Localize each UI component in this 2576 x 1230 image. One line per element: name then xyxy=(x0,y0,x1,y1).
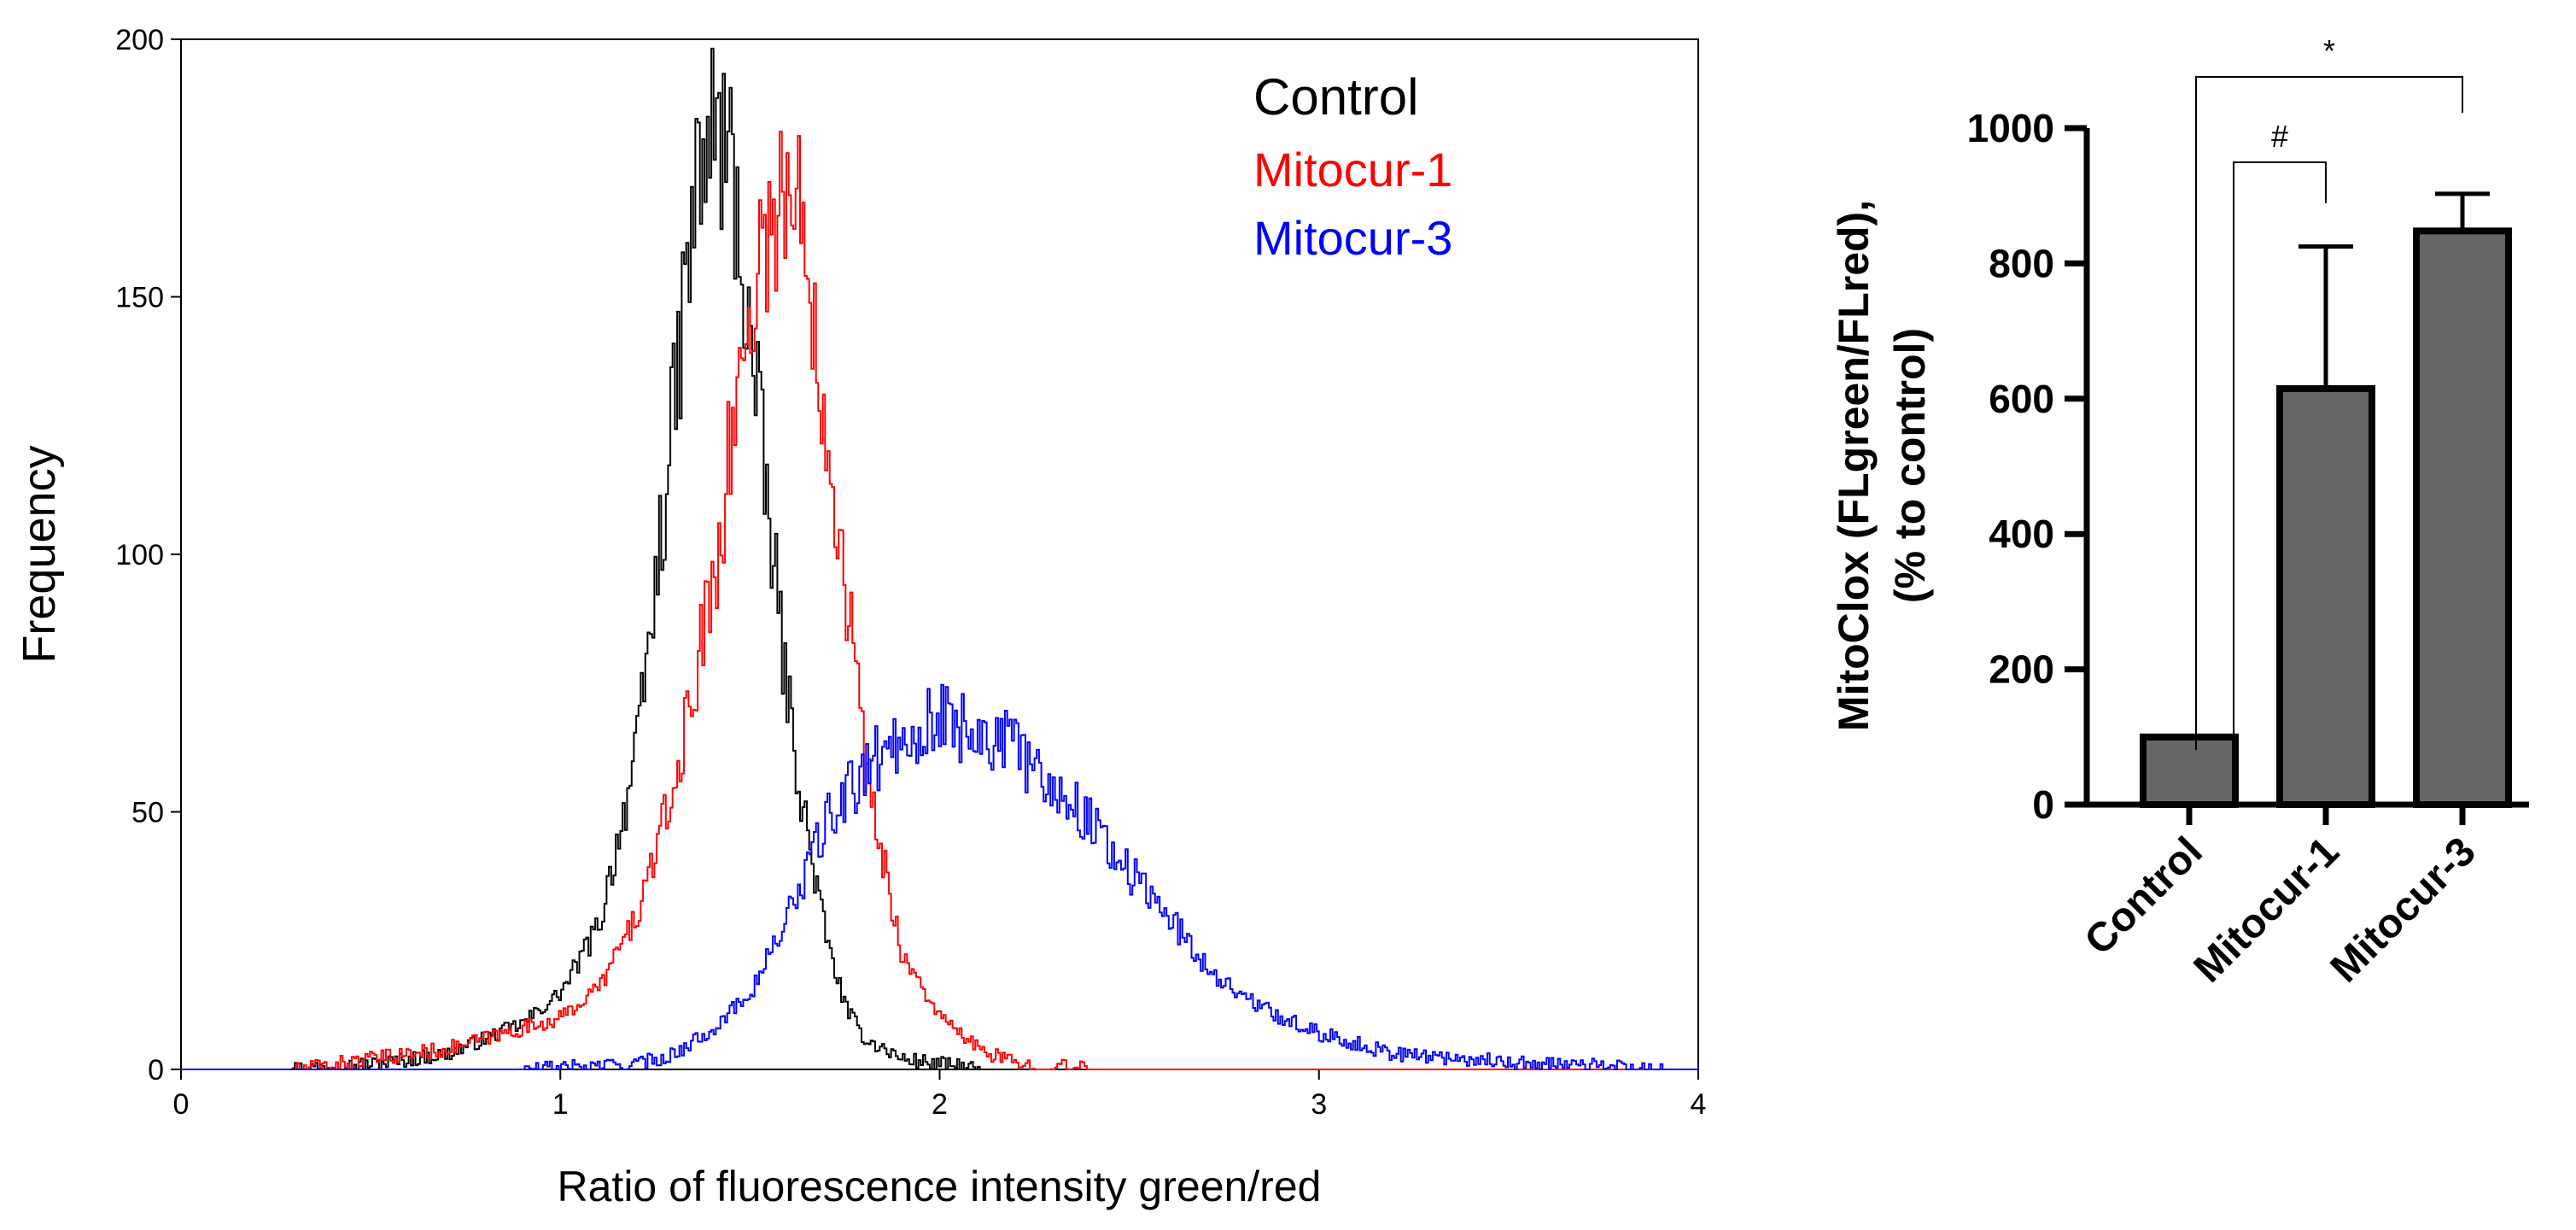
bar-y-ticks: 0 200 400 600 800 1000 xyxy=(1967,106,2087,827)
bar-mitocur-3 xyxy=(2413,227,2512,809)
significance-bracket xyxy=(2233,161,2327,750)
bar-chart-panel: 0 200 400 600 800 1000 ControlMitocur-1Mitocu… xyxy=(1830,33,2529,992)
histogram-x-tick-label: 2 xyxy=(932,1088,948,1121)
histogram-x-tick-label: 3 xyxy=(1311,1088,1327,1121)
histogram-series xyxy=(181,47,1699,1070)
histogram-x-axis-label: Ratio of fluorescence intensity green/re… xyxy=(558,1163,1322,1210)
histogram-x-ticks: 0 1 2 3 4 xyxy=(173,1069,1707,1121)
histogram-y-ticks: 0 50 100 150 200 xyxy=(115,24,181,1086)
bar-y-axis-label-line2: (% to control) xyxy=(1886,328,1934,603)
legend-entry-control: Control xyxy=(1253,68,1418,126)
histogram-y-tick-label: 100 xyxy=(115,539,164,571)
bar-y-tick-label: 400 xyxy=(1989,512,2054,556)
legend-entry-mitocur-3: Mitocur-3 xyxy=(1253,211,1452,265)
significance-bracket xyxy=(2195,76,2463,750)
bar-x-tick-label-control: Control xyxy=(2077,829,2211,964)
bar-error-bars xyxy=(2299,191,2490,389)
significance-label: # xyxy=(2271,119,2288,154)
histogram-y-tick-label: 200 xyxy=(115,24,164,56)
histogram-x-tick-label: 1 xyxy=(552,1088,569,1121)
bar-y-tick-label: 200 xyxy=(1989,647,2054,692)
histogram-x-tick-label: 4 xyxy=(1691,1088,1707,1121)
bar-x-tick-label-mitocur-1: Mitocur-1 xyxy=(2186,829,2348,991)
bar-y-axis-label-line1: MitoClox (FLgreen/FLred), xyxy=(1830,200,1878,731)
bar-y-tick-label: 800 xyxy=(1989,241,2054,285)
bar-x-tick-label-mitocur-3: Mitocur-3 xyxy=(2322,829,2485,991)
histogram-y-tick-label: 150 xyxy=(115,282,164,314)
histogram-legend: Control Mitocur-1 Mitocur-3 xyxy=(1253,68,1452,265)
legend-entry-mitocur-1: Mitocur-1 xyxy=(1253,143,1452,196)
bar-mitocur-1 xyxy=(2276,384,2375,808)
significance-label: * xyxy=(2323,33,2335,68)
significance-brackets: #* xyxy=(2195,33,2463,750)
bar-control xyxy=(2140,733,2239,808)
bar-y-tick-label: 1000 xyxy=(1967,106,2054,150)
histogram-y-axis-label: Frequency xyxy=(14,445,65,663)
histogram-y-tick-label: 50 xyxy=(131,797,164,829)
histogram-series-control xyxy=(181,47,1699,1070)
bar-y-tick-label: 600 xyxy=(1989,377,2054,421)
bar-y-tick-label: 0 xyxy=(2032,782,2054,827)
histogram-panel: 0 1 2 3 4 0 50 100 150 200 Ratio of fluorescence… xyxy=(14,24,1706,1210)
histogram-y-tick-label: 0 xyxy=(148,1054,164,1086)
histogram-plot-frame xyxy=(180,38,1699,1070)
histogram-x-tick-label: 0 xyxy=(173,1088,190,1121)
histogram-series-mitocur-3 xyxy=(181,683,1699,1070)
histogram-series-mitocur-1 xyxy=(181,131,1699,1070)
bar-y-axis-label: MitoClox (FLgreen/FLred), (% to control) xyxy=(1830,200,1934,731)
